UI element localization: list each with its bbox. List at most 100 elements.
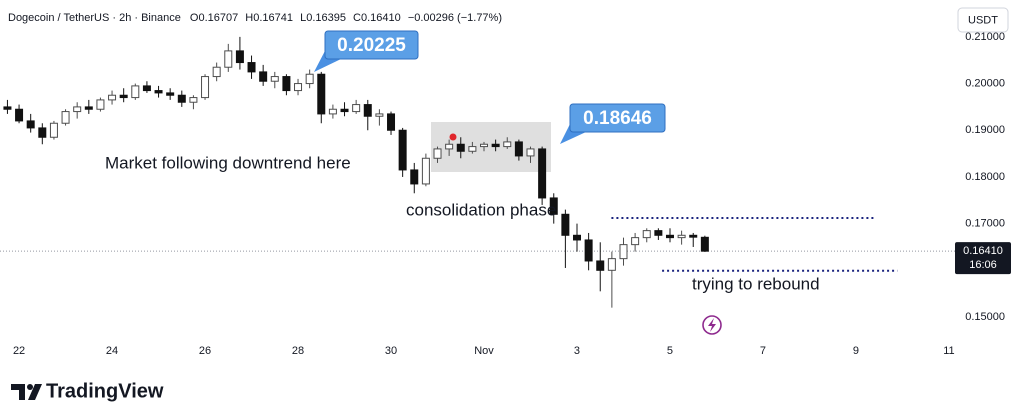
price-tag-countdown: 16:06	[969, 259, 997, 271]
annotation: consolidation phase	[406, 200, 556, 219]
candle-body	[108, 94, 117, 101]
x-tick-label: 5	[667, 345, 673, 357]
y-tick-label: 0.19000	[965, 124, 1005, 136]
candle-body	[38, 127, 47, 138]
candle-body	[700, 236, 709, 252]
candle-body	[503, 141, 512, 148]
candle-body	[689, 234, 698, 238]
candle-body	[166, 92, 175, 96]
candle-body	[201, 76, 210, 99]
candle-body	[677, 234, 686, 239]
lightning-icon	[702, 315, 722, 335]
x-tick-label: 7	[760, 345, 766, 357]
x-tick-label: 26	[199, 345, 211, 357]
candle-body	[189, 97, 198, 103]
candle-body	[480, 143, 489, 148]
x-tick-label: 30	[385, 345, 397, 357]
candle-body	[305, 73, 314, 85]
callout-box	[569, 103, 666, 133]
candle-body	[15, 108, 24, 122]
candle-body	[352, 104, 361, 113]
candle-body	[96, 99, 105, 110]
callout-label: 0.18646	[583, 108, 652, 129]
candle-body	[294, 83, 303, 92]
candle-body	[61, 111, 70, 124]
annotation: trying to rebound	[692, 274, 820, 293]
callout-label: 0.20225	[337, 35, 406, 56]
x-tick-label: 3	[574, 345, 580, 357]
candle-body	[665, 234, 674, 239]
y-tick-label: 0.18000	[965, 171, 1005, 183]
x-tick-label: 28	[292, 345, 304, 357]
annotation: Market following downtrend here	[105, 153, 351, 172]
brand: TradingView	[46, 380, 164, 402]
candle-body	[421, 157, 430, 185]
candle-body	[212, 66, 221, 78]
candle-body	[398, 129, 407, 171]
candle-body	[131, 85, 140, 99]
logo: TradingView	[11, 380, 164, 402]
candle-body	[584, 239, 593, 262]
open-label: O0.16707	[190, 12, 238, 24]
candle-body	[247, 62, 256, 73]
candle-body	[26, 120, 35, 129]
y-tick-label: 0.20000	[965, 77, 1005, 89]
candle-body	[259, 71, 268, 82]
candle-body	[468, 146, 477, 152]
legend-header: Dogecoin / TetherUS · 2h · Binance O0.16…	[8, 12, 502, 24]
candle-body	[375, 113, 384, 117]
candle-body	[224, 50, 233, 68]
callout-box	[324, 30, 419, 60]
x-tick-label: 24	[106, 345, 118, 357]
candle-body	[654, 230, 663, 236]
candle-body	[456, 143, 465, 152]
candle-body	[49, 122, 58, 138]
price-tag-label: 0.16410	[963, 245, 1003, 257]
candle-body	[572, 234, 581, 241]
candle-body	[596, 260, 605, 271]
candle-body	[119, 94, 128, 99]
y-tick-label: 0.17000	[965, 218, 1005, 230]
currency: USDT	[968, 14, 998, 26]
y-tick-label: 0.15000	[965, 311, 1005, 323]
x-tick-label: 9	[853, 345, 859, 357]
candle-body	[538, 148, 547, 199]
symbol: Dogecoin / TetherUS · 2h · Binance	[8, 12, 181, 24]
candle-body	[235, 50, 244, 64]
candle-body	[317, 73, 326, 115]
candle-body	[3, 106, 12, 110]
candle-body	[607, 258, 616, 271]
candle-body	[340, 108, 349, 113]
currency-box	[957, 7, 1009, 33]
candle-body	[73, 106, 82, 113]
change-label: −0.00296 (−1.77%)	[408, 12, 502, 24]
price-scale-bg	[955, 0, 1024, 340]
candle-body	[642, 230, 651, 239]
candle-body	[154, 90, 163, 94]
candle-body	[363, 104, 372, 117]
close-label: C0.16410	[353, 12, 401, 24]
candle-body	[177, 94, 186, 103]
x-tick-label: 11	[943, 345, 954, 357]
plot-area	[0, 36, 955, 308]
callout: 0.18646	[560, 103, 666, 144]
candle-body	[328, 108, 337, 115]
x-tick-label: Nov	[474, 345, 494, 357]
high-label: H0.16741	[245, 12, 293, 24]
candle-body	[270, 76, 279, 82]
candle-body	[433, 148, 442, 159]
candle-body	[84, 106, 93, 110]
y-tick-label: 0.21000	[965, 31, 1005, 43]
price-tag	[955, 242, 1011, 275]
marker-dot	[449, 133, 457, 141]
x-tick-label: 22	[13, 345, 25, 357]
candle-body	[526, 148, 535, 157]
candle-body	[514, 141, 523, 157]
candle-body	[445, 143, 454, 150]
candle-body	[549, 197, 558, 215]
candle-body	[561, 213, 570, 236]
low-label: L0.16395	[300, 12, 346, 24]
axes: 22 24 26 28 30 Nov 3 5 7 9 11 0.15000 0.17000 0.18000…	[13, 0, 1024, 357]
candle-body	[142, 85, 151, 92]
